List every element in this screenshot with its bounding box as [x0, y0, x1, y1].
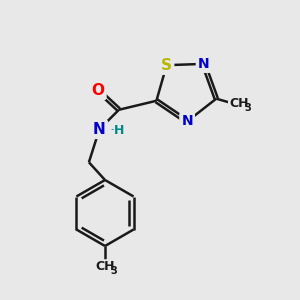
Text: N: N	[198, 57, 209, 71]
Text: CH: CH	[229, 97, 249, 110]
Text: N: N	[181, 115, 193, 128]
Text: S: S	[161, 58, 172, 73]
Text: N: N	[93, 122, 106, 137]
Text: O: O	[92, 83, 104, 98]
Text: CH: CH	[95, 260, 115, 274]
Text: H: H	[114, 124, 125, 137]
Text: 3: 3	[244, 103, 251, 113]
Text: –: –	[111, 124, 116, 135]
Text: 3: 3	[110, 266, 117, 277]
